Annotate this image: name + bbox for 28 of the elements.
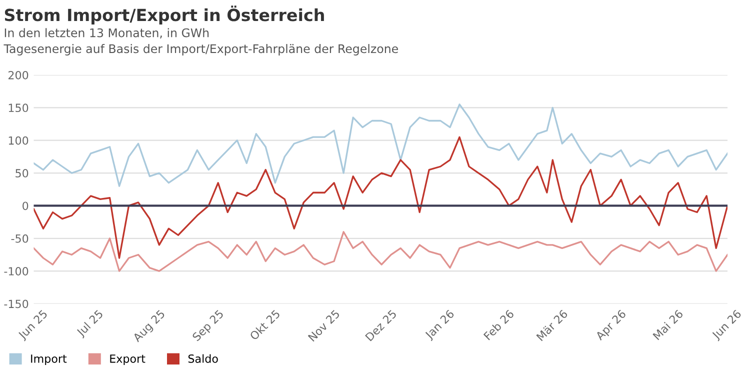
x-tick-label: Apr 26	[594, 309, 628, 342]
y-tick-label: 200	[8, 70, 28, 80]
legend-label: Import	[31, 354, 67, 365]
legend-label: Export	[110, 354, 146, 365]
line-series	[34, 104, 728, 187]
chart-title: Strom Import/Export in Österreich	[4, 6, 324, 25]
y-tick-label: 50	[16, 169, 28, 178]
y-tick-label: 150	[8, 104, 28, 112]
x-tick-label: Mai 26	[652, 309, 684, 340]
x-tick-label: Jan 26	[424, 309, 456, 342]
x-tick-label: Feb 26	[483, 309, 514, 340]
x-tick-label: Sep 25	[192, 309, 226, 343]
x-tick-label: Jul 25	[76, 309, 105, 339]
x-tick-label: Dez 25	[364, 309, 397, 342]
x-tick-label: Mär 26	[536, 309, 568, 342]
x-tick-label: Nov 25	[308, 309, 340, 342]
y-tick-label: 100	[8, 136, 28, 145]
y-tick-label: -100	[4, 267, 28, 276]
y-tick-label: -150	[4, 300, 28, 308]
chart-subtitle: In den letzten 13 Monaten, in GWh Tagesenergie auf Basis der Import/Export-Fahrpläne der Regelzone	[4, 28, 398, 56]
line-series	[34, 136, 728, 259]
x-tick-label: Jun 26	[711, 309, 744, 342]
legend-label: Saldo	[188, 354, 218, 363]
x-tick-label: Okt 25	[249, 309, 280, 341]
x-tick-label: Jun 25	[17, 309, 50, 342]
y-tick-label: 0	[22, 202, 28, 210]
line-series	[34, 231, 728, 272]
y-tick-label: -50	[11, 234, 28, 243]
